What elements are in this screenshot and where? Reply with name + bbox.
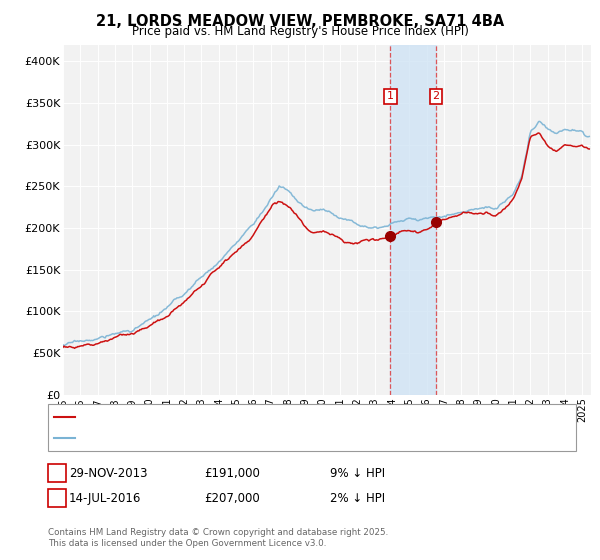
- Text: 9% ↓ HPI: 9% ↓ HPI: [330, 466, 385, 480]
- Text: 2: 2: [53, 492, 61, 505]
- Bar: [391, 45, 436, 395]
- Text: Contains HM Land Registry data © Crown copyright and database right 2025.
This d: Contains HM Land Registry data © Crown c…: [48, 528, 388, 548]
- Text: 21, LORDS MEADOW VIEW, PEMBROKE, SA71 4BA: 21, LORDS MEADOW VIEW, PEMBROKE, SA71 4B…: [96, 14, 504, 29]
- Text: 14-JUL-2016: 14-JUL-2016: [69, 492, 142, 505]
- Text: £207,000: £207,000: [204, 492, 260, 505]
- Text: HPI: Average price, detached house, Pembrokeshire: HPI: Average price, detached house, Pemb…: [81, 433, 351, 443]
- Text: 1: 1: [53, 466, 61, 480]
- Text: 2% ↓ HPI: 2% ↓ HPI: [330, 492, 385, 505]
- Text: 1: 1: [387, 91, 394, 101]
- Text: 29-NOV-2013: 29-NOV-2013: [69, 466, 148, 480]
- Text: Price paid vs. HM Land Registry's House Price Index (HPI): Price paid vs. HM Land Registry's House …: [131, 25, 469, 38]
- Text: £191,000: £191,000: [204, 466, 260, 480]
- Text: 21, LORDS MEADOW VIEW, PEMBROKE, SA71 4BA (detached house): 21, LORDS MEADOW VIEW, PEMBROKE, SA71 4B…: [81, 412, 436, 422]
- Text: 2: 2: [433, 91, 439, 101]
